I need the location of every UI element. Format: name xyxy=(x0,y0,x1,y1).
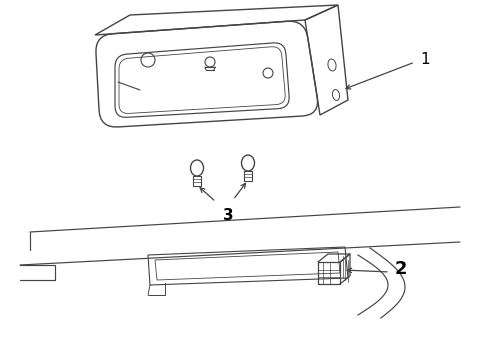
Bar xyxy=(244,171,252,181)
Text: 1: 1 xyxy=(420,51,430,67)
Text: 2: 2 xyxy=(395,260,408,278)
Bar xyxy=(193,176,201,186)
Text: 3: 3 xyxy=(222,207,233,222)
